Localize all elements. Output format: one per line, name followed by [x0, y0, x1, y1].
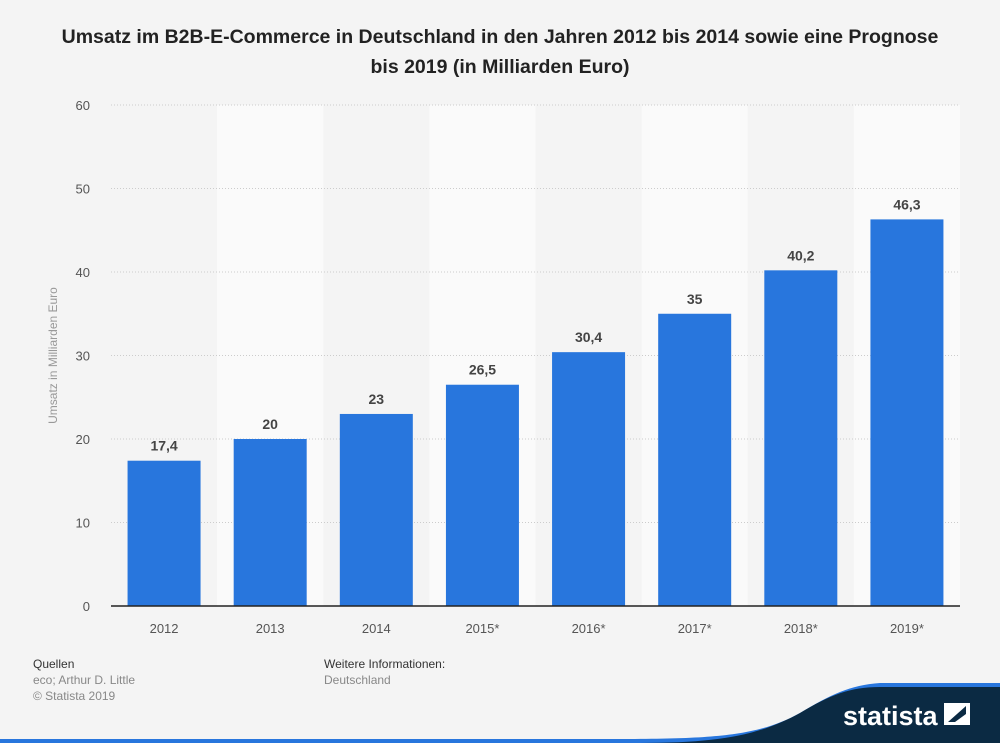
y-axis-label: Umsatz in Milliarden Euro — [46, 287, 60, 424]
copyright-text: © Statista 2019 — [33, 689, 116, 703]
sources-text: eco; Arthur D. Little — [33, 673, 136, 687]
sources-block: Quellen eco; Arthur D. Little © Statista… — [33, 656, 135, 704]
data-label: 46,3 — [893, 196, 920, 212]
x-tick-label: 2017* — [678, 621, 712, 636]
bar — [339, 413, 413, 606]
x-tick-label: 2015* — [465, 621, 499, 636]
data-label: 35 — [687, 291, 703, 307]
data-label: 40,2 — [787, 247, 814, 263]
bar — [552, 352, 626, 606]
data-label: 23 — [369, 391, 385, 407]
bar — [445, 384, 519, 606]
bar — [127, 460, 201, 606]
data-label: 30,4 — [575, 329, 602, 345]
chart-title: Umsatz im B2B-E-Commerce in Deutschland … — [61, 26, 939, 78]
sources-heading: Quellen — [33, 657, 75, 671]
y-tick-label: 10 — [76, 516, 90, 531]
y-tick-label: 30 — [76, 349, 90, 364]
statista-logo-icon — [944, 703, 970, 725]
x-tick-label: 2018* — [784, 621, 818, 636]
data-label: 26,5 — [469, 362, 496, 378]
y-tick-label: 50 — [76, 182, 90, 197]
bar — [764, 270, 838, 606]
data-label: 20 — [262, 416, 278, 432]
y-tick-label: 40 — [76, 265, 90, 280]
y-tick-label: 20 — [76, 432, 90, 447]
bar — [870, 219, 944, 606]
bar — [233, 439, 307, 606]
bar — [658, 313, 732, 606]
x-tick-label: 2012 — [150, 621, 179, 636]
x-tick-label: 2014 — [362, 621, 391, 636]
x-tick-label: 2019* — [890, 621, 924, 636]
x-tick-label: 2013 — [256, 621, 285, 636]
info-block: Weitere Informationen: Deutschland — [324, 656, 445, 688]
info-heading: Weitere Informationen: — [324, 657, 446, 671]
logo-text: statista — [843, 701, 939, 731]
info-text: Deutschland — [324, 673, 391, 687]
data-label: 17,4 — [150, 438, 177, 454]
statista-logo: statista — [0, 683, 1000, 743]
y-tick-label: 60 — [76, 98, 90, 113]
x-tick-label: 2016* — [572, 621, 606, 636]
y-tick-label: 0 — [83, 599, 90, 614]
